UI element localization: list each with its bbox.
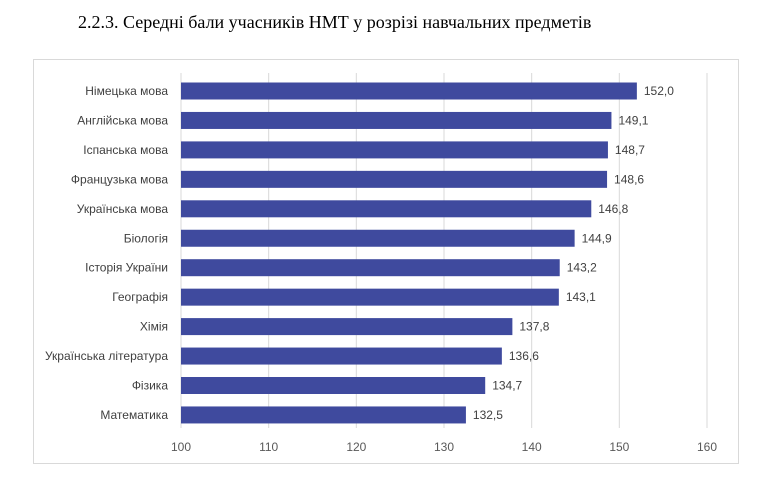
data-label: 134,7: [492, 379, 522, 393]
data-label: 152,0: [644, 84, 674, 98]
data-label: 143,1: [566, 290, 596, 304]
bar: [181, 229, 575, 247]
bar: [181, 318, 513, 336]
bar: [181, 347, 502, 365]
x-tick-label: 100: [171, 440, 191, 454]
data-label: 148,6: [614, 172, 644, 186]
data-label: 132,5: [473, 408, 503, 422]
category-label: Хімія: [140, 320, 168, 334]
bar: [181, 82, 637, 100]
x-tick-label: 150: [609, 440, 629, 454]
category-label: Німецька мова: [85, 84, 168, 98]
category-label: Фізика: [132, 379, 169, 393]
data-label: 143,2: [567, 261, 597, 275]
x-tick-label: 160: [697, 440, 717, 454]
bar: [181, 111, 612, 129]
x-tick-label: 130: [434, 440, 454, 454]
bar: [181, 200, 592, 218]
data-label: 146,8: [598, 202, 628, 216]
category-label: Українська мова: [77, 202, 169, 216]
data-label: 144,9: [582, 231, 612, 245]
category-label: Біологія: [124, 231, 168, 245]
x-tick-label: 120: [346, 440, 366, 454]
category-label: Французька мова: [71, 172, 168, 186]
bar: [181, 141, 608, 159]
category-label: Іспанська мова: [83, 143, 168, 157]
category-label: Англійська мова: [77, 113, 168, 127]
chart-heading: 2.2.3. Середні бали учасників НМТ у розр…: [78, 12, 592, 32]
category-label: Українська література: [45, 349, 168, 363]
category-label: Математика: [100, 408, 168, 422]
data-label: 148,7: [615, 143, 645, 157]
data-label: 149,1: [618, 113, 648, 127]
bar: [181, 259, 560, 277]
bar: [181, 170, 608, 188]
bar: [181, 288, 559, 306]
data-label: 137,8: [519, 320, 549, 334]
category-label: Географія: [112, 290, 168, 304]
category-label: Історія України: [85, 261, 168, 275]
data-label: 136,6: [509, 349, 539, 363]
x-tick-label: 110: [259, 440, 278, 454]
x-tick-label: 140: [522, 440, 542, 454]
bar: [181, 377, 486, 394]
bar: [181, 406, 466, 424]
